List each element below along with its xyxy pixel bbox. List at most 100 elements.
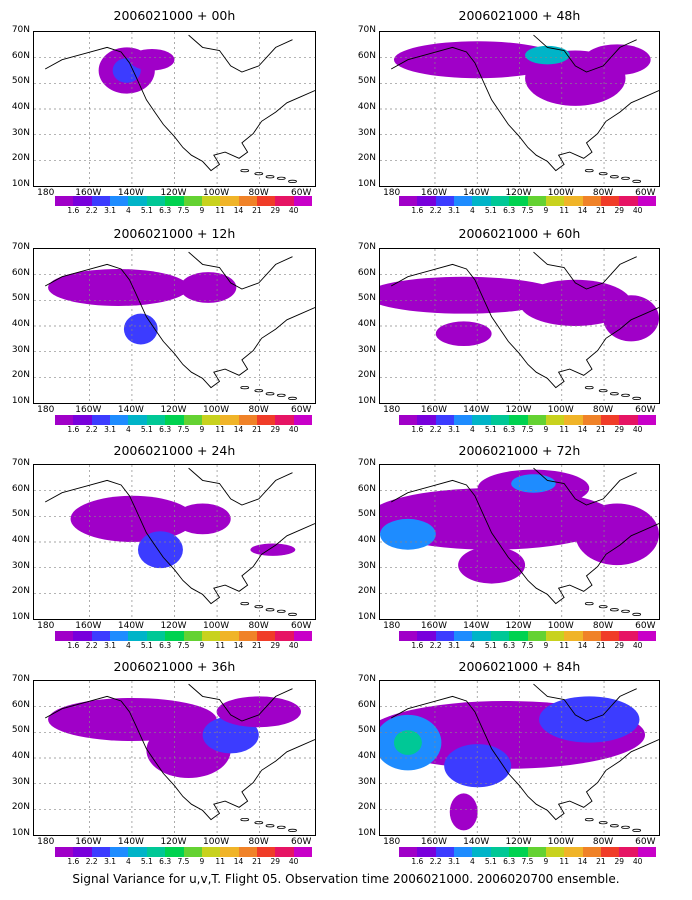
variance-contour — [129, 48, 175, 71]
island — [265, 175, 275, 179]
colorbar-swatch — [220, 415, 239, 425]
variance-contour — [70, 495, 195, 542]
colorbar-swatch — [454, 196, 473, 206]
colorbar-swatch — [238, 196, 257, 206]
longitude-label: 80W — [248, 837, 269, 847]
colorbar-swatch — [256, 415, 276, 425]
colorbar-label: 9 — [543, 206, 549, 215]
latitude-label: 60N — [11, 699, 30, 710]
colorbar-swatch — [600, 196, 620, 206]
colorbar-swatch — [128, 847, 147, 857]
panel-title: 2006021000 + 36h — [113, 659, 236, 674]
latitude-label: 20N — [357, 802, 376, 813]
colorbar-label: 40 — [632, 425, 643, 434]
colorbar-label: 11 — [215, 641, 225, 650]
variance-contour — [137, 531, 183, 569]
colorbar — [399, 847, 657, 857]
colorbar-swatch — [619, 196, 638, 206]
colorbar-swatch — [73, 415, 92, 425]
longitude-label: 120W — [160, 405, 187, 415]
colorbar-swatch — [527, 415, 546, 425]
coastline — [44, 695, 315, 821]
colorbar-label: 29 — [614, 641, 625, 650]
colorbar-label: 2.2 — [429, 425, 442, 434]
coastline — [188, 683, 293, 722]
colorbar-swatch — [146, 196, 166, 206]
colorbar-swatch — [545, 415, 565, 425]
longitude-label: 140W — [117, 837, 144, 847]
latitude-label: 20N — [11, 802, 30, 813]
longitude-label: 100W — [547, 621, 574, 631]
panel-title: 2006021000 + 12h — [113, 226, 236, 241]
colorbar-label: 4 — [126, 206, 131, 215]
latitude-label: 70N — [357, 25, 376, 35]
map-canvas — [34, 32, 315, 186]
latitude-label: 30N — [11, 344, 30, 355]
island — [584, 386, 594, 390]
colorbar-label: 1.6 — [67, 857, 80, 866]
longitude-label: 140W — [463, 621, 490, 631]
variance-contour — [250, 543, 296, 556]
longitude-label: 180 — [37, 188, 55, 198]
latitude-label: 50N — [11, 509, 30, 520]
longitude-label: 140W — [463, 188, 490, 198]
colorbar-swatch — [201, 415, 221, 425]
colorbar-swatch — [399, 631, 418, 641]
colorbar-label: 21 — [252, 425, 262, 434]
colorbar-label: 3.1 — [448, 857, 461, 866]
longitude-label: 160W — [420, 188, 447, 198]
longitude-label: 160W — [75, 621, 102, 631]
island — [632, 612, 642, 616]
latitude-label: 10N — [11, 612, 30, 622]
panel-title: 2006021000 + 72h — [458, 443, 581, 458]
map-plot-area — [33, 248, 316, 404]
colorbar-swatch — [637, 196, 657, 206]
colorbar-label: 3.1 — [104, 641, 117, 650]
latitude-label: 20N — [11, 370, 30, 381]
colorbar-swatch — [545, 196, 565, 206]
colorbar-label: 1.6 — [67, 425, 80, 434]
colorbar — [55, 847, 313, 857]
island — [598, 605, 608, 609]
panel-title: 2006021000 + 84h — [458, 659, 581, 674]
longitude-label: 180 — [383, 621, 401, 631]
coastline — [188, 34, 293, 73]
colorbar-swatch — [55, 415, 74, 425]
colorbar-swatch — [600, 847, 620, 857]
colorbar-label: 11 — [559, 425, 569, 434]
longitude-label: 60W — [635, 837, 656, 847]
island — [584, 169, 594, 173]
latitude-label: 40N — [11, 535, 30, 545]
colorbar-swatch — [637, 415, 657, 425]
island — [609, 175, 619, 179]
island — [265, 608, 275, 612]
latitude-label: 30N — [11, 776, 30, 787]
colorbar-label: 7.5 — [177, 425, 190, 434]
colorbar-label: 21 — [252, 857, 262, 866]
variance-contour — [180, 272, 237, 303]
colorbar-label: 4 — [470, 206, 475, 215]
colorbar-swatch — [238, 415, 257, 425]
colorbar-label: 7.5 — [521, 857, 534, 866]
latitude-label: 10N — [11, 828, 30, 838]
latitude-label: 60N — [11, 483, 30, 494]
colorbar-label: 4 — [470, 857, 475, 866]
colorbar-label: 4 — [126, 425, 131, 434]
colorbar-label: 40 — [288, 206, 299, 215]
colorbar-swatch — [527, 847, 546, 857]
longitude-label: 120W — [160, 837, 187, 847]
longitude-label: 100W — [203, 837, 230, 847]
colorbar-swatch — [128, 196, 147, 206]
island — [598, 821, 608, 825]
colorbar-swatch — [238, 847, 257, 857]
colorbar-swatch — [293, 196, 313, 206]
variance-contour — [123, 313, 158, 345]
coastline — [390, 46, 659, 172]
map-canvas — [380, 681, 659, 835]
island — [265, 824, 275, 828]
colorbar-label: 21 — [596, 641, 606, 650]
longitude-label: 120W — [160, 188, 187, 198]
longitude-label: 160W — [75, 405, 102, 415]
colorbar-swatch — [435, 847, 455, 857]
colorbar — [399, 415, 657, 425]
